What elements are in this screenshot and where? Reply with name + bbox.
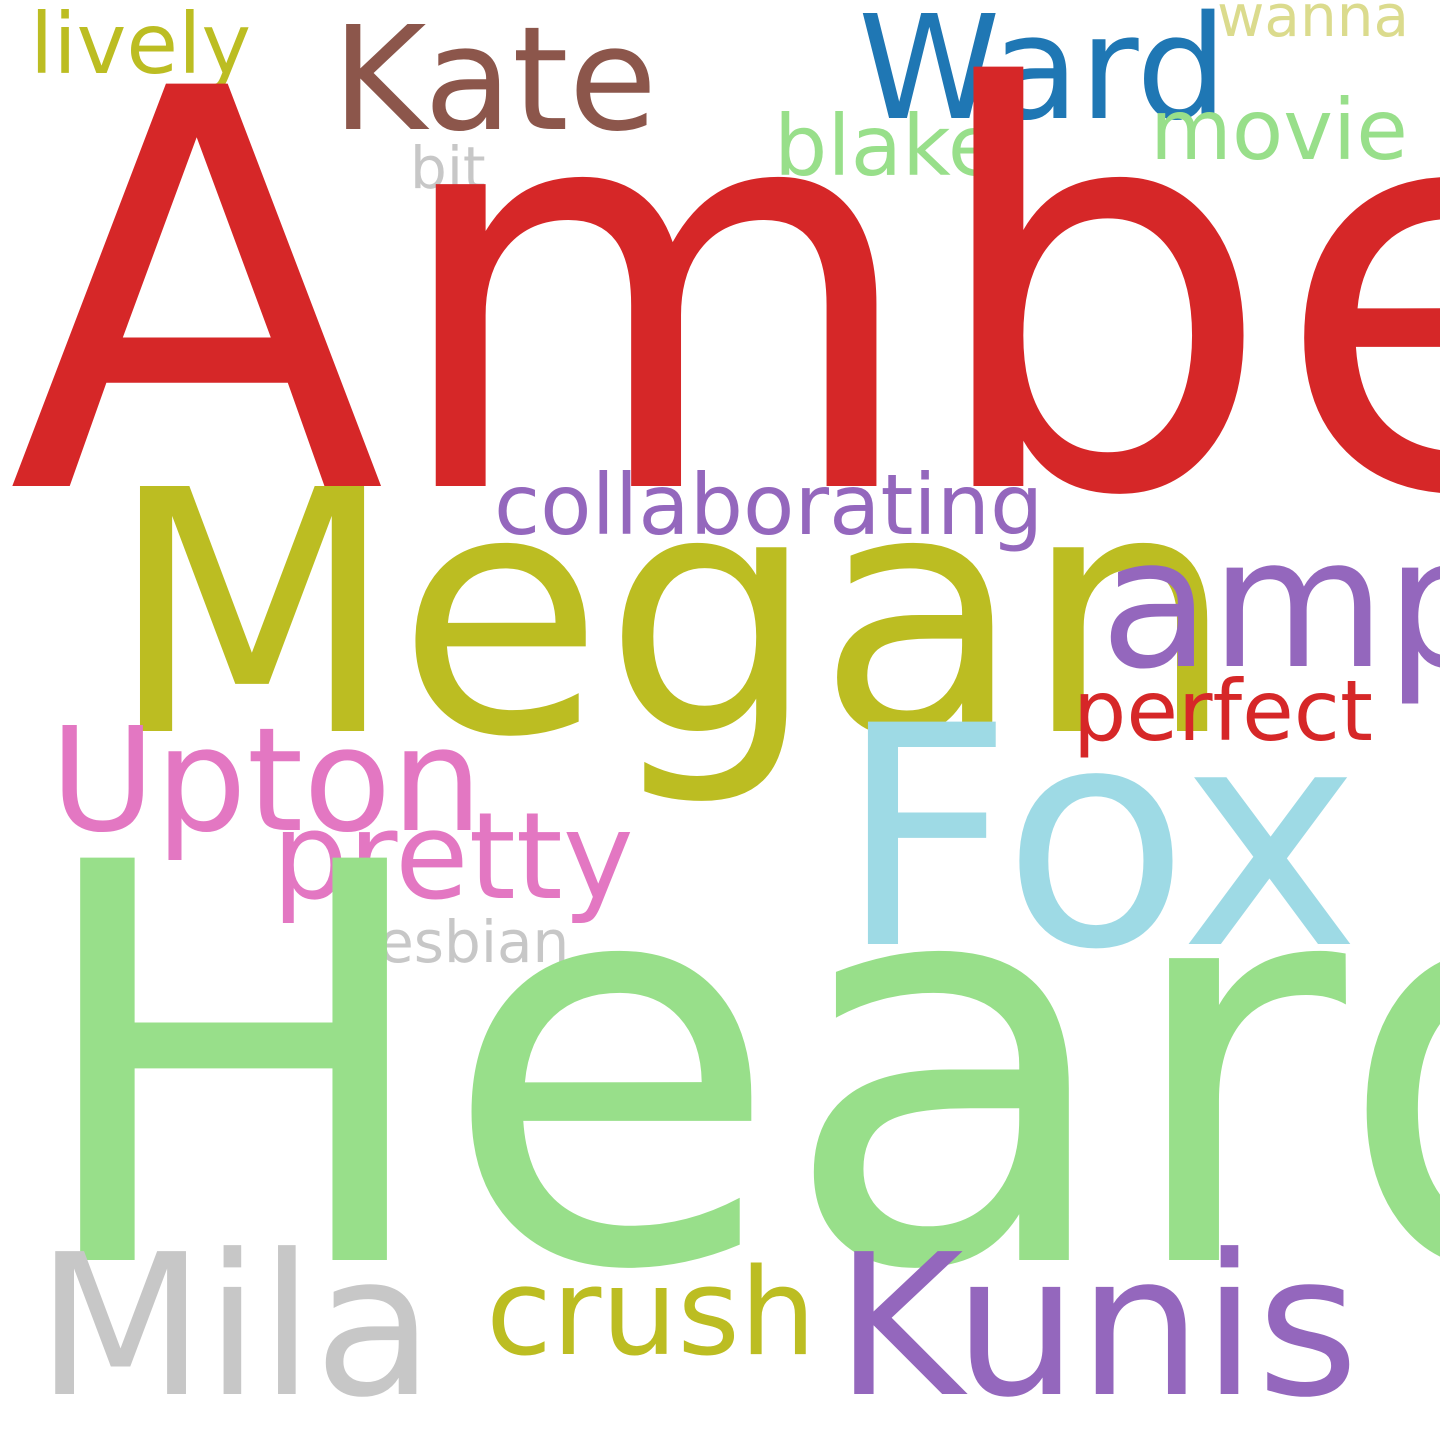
word-crush: crush: [486, 1244, 816, 1383]
word-pretty: pretty: [272, 788, 634, 927]
word-bit: bit: [410, 134, 486, 202]
word-perfect: perfect: [1073, 662, 1373, 760]
word-wanna: wanna: [1217, 0, 1410, 50]
word-ward: Ward: [858, 0, 1228, 152]
word-fox: Fox: [838, 661, 1361, 1016]
word-collaborating: collaborating: [494, 456, 1044, 554]
word-lesbian: lesbian: [362, 908, 570, 976]
word-megan: Megan: [107, 420, 1236, 811]
word-kate: Kate: [332, 0, 658, 163]
word-upton: Upton: [50, 696, 483, 864]
word-blake: blake: [774, 97, 1000, 195]
word-movie: movie: [1150, 81, 1408, 179]
word-amp: amp: [1100, 500, 1440, 709]
word-mila: Mila: [36, 1213, 435, 1440]
word-amber: Amber: [8, 0, 1440, 617]
word-lively: lively: [30, 0, 252, 93]
word-kunis: Kunis: [835, 1213, 1359, 1440]
word-heard: Heard: [26, 749, 1440, 1391]
